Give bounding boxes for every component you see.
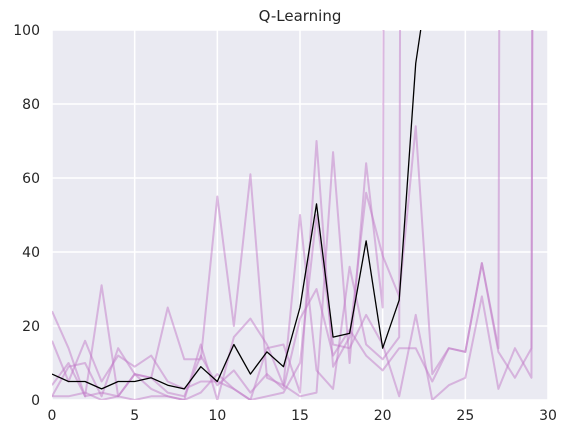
y-tick-label: 60	[22, 171, 40, 187]
mean-series-line	[52, 30, 422, 390]
run-lines	[52, 30, 534, 400]
y-tick-label: 100	[13, 23, 40, 39]
chart-title: Q-Learning	[259, 7, 342, 25]
y-tick-label: 0	[31, 393, 40, 409]
run-series-line-3	[52, 30, 501, 400]
x-tick-label: 20	[374, 408, 392, 424]
x-tick-label: 0	[48, 408, 57, 424]
y-axis: 0 20 40 60 80 100	[13, 23, 40, 409]
x-tick-label: 5	[130, 408, 139, 424]
y-tick-label: 20	[22, 319, 40, 335]
y-tick-label: 80	[22, 97, 40, 113]
x-tick-label: 25	[456, 408, 474, 424]
x-tick-label: 10	[208, 408, 226, 424]
x-tick-label: 15	[291, 408, 309, 424]
run-series-line-2	[52, 30, 385, 400]
run-series-line-4	[52, 30, 534, 400]
x-axis: 0 5 10 15 20 25 30	[48, 408, 557, 424]
mean-line	[52, 30, 422, 390]
x-tick-label: 30	[539, 408, 557, 424]
run-series-line-5	[52, 30, 534, 398]
y-tick-label: 40	[22, 245, 40, 261]
